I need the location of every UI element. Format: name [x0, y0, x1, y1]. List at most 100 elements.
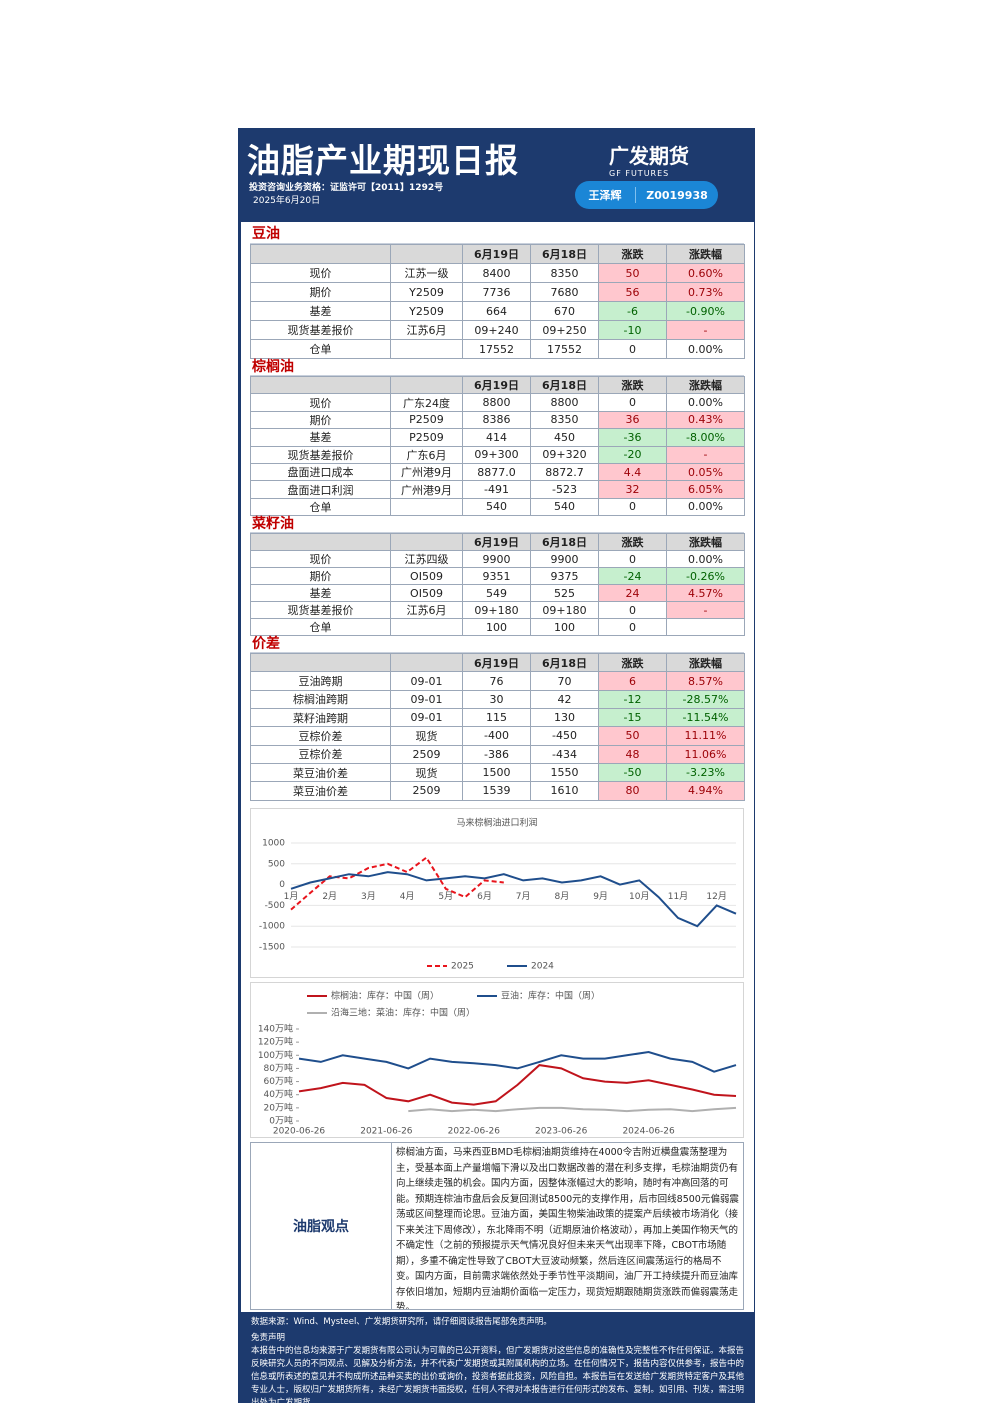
y-tick-label: 60万吨	[264, 1075, 293, 1087]
column-header: 涨跌幅	[666, 375, 745, 395]
chg-cell: -20	[598, 445, 667, 464]
section-title: 豆油	[250, 224, 744, 244]
contract-cell: 现货	[390, 726, 463, 746]
contract-cell: 江苏6月	[390, 601, 463, 620]
table-row: 现价 江苏一级 8400 8350 50 0.60%	[250, 263, 745, 283]
chg-cell: -15	[598, 708, 667, 728]
section-title: 菜籽油	[250, 516, 744, 534]
chg-cell: 56	[598, 282, 667, 302]
table-row: 盘面进口成本 广州港9月 8877.0 8872.7 4.4 0.05%	[250, 462, 745, 482]
d2-cell: 7680	[530, 282, 599, 302]
contract-cell	[390, 339, 463, 359]
disclaimer-title: 免责声明	[251, 1333, 286, 1343]
d1-cell: -386	[462, 744, 531, 764]
pct-cell: -	[666, 320, 745, 340]
pct-cell: -28.57%	[666, 689, 745, 710]
section-title: 棕榈油	[250, 359, 744, 376]
blank-cell	[390, 533, 463, 552]
x-tick-label: 5月	[438, 891, 453, 902]
item-cell: 现价	[250, 393, 391, 412]
item-cell: 仓单	[250, 339, 391, 359]
chg-cell: 36	[598, 410, 667, 430]
d2-cell: 540	[530, 497, 599, 517]
d2-cell: 130	[530, 708, 599, 728]
item-cell: 期价	[250, 282, 391, 302]
table-row: 仓单 17552 17552 0 0.00%	[250, 339, 745, 359]
chg-cell: 4.4	[598, 462, 667, 482]
contract-cell: 江苏四级	[390, 550, 463, 569]
d1-cell: 1500	[462, 762, 531, 783]
table-row: 基差 P2509 414 450 -36 -8.00%	[250, 428, 745, 447]
y-tick-label: 1000	[262, 839, 285, 849]
chg-cell: 32	[598, 480, 667, 499]
chg-cell: 0	[598, 550, 667, 569]
y-tick-label: 20万吨	[264, 1101, 293, 1113]
table-row: 现货基差报价 广东6月 09+300 09+320 -20-	[250, 445, 745, 464]
logo-en: GF FUTURES	[609, 169, 670, 178]
chg-cell: 0	[598, 339, 667, 359]
item-cell: 盘面进口成本	[250, 462, 391, 482]
x-tick-label: 1月	[284, 891, 299, 902]
d1-cell: 115	[462, 708, 531, 728]
data-table: 6月19日 6月18日 涨跌 涨跌幅 豆油跨期 09-01 76 70 6 8.57% 棕榈油跨期 0…	[250, 653, 745, 801]
item-cell: 菜豆油价差	[250, 781, 391, 801]
d1-cell: 414	[462, 428, 531, 447]
x-tick-label: 9月	[593, 891, 608, 902]
column-header: 6月19日	[462, 533, 531, 552]
contract-cell: P2509	[390, 410, 463, 430]
pct-cell: 6.05%	[666, 480, 745, 499]
pct-cell: 0.00%	[666, 393, 745, 412]
analyst: 王泽辉 Z0019938	[575, 181, 718, 209]
d2-cell: 8800	[530, 393, 599, 412]
x-tick-label: 2021-06-26	[360, 1127, 413, 1137]
item-cell: 豆棕价差	[250, 726, 391, 746]
d1-cell: 540	[462, 497, 531, 517]
item-cell: 仓单	[250, 618, 391, 637]
d1-cell: 17552	[462, 339, 531, 359]
views: 油脂观点 棕榈油方面，马来西亚BMD毛棕榈油期货维持在4000令吉附近横盘震荡整…	[250, 1142, 744, 1310]
date: 2025年6月20日	[253, 196, 321, 206]
pct-cell: -	[666, 601, 745, 620]
legend-label: 豆油：库存：中国（周）	[501, 990, 600, 1002]
table-row: 菜豆油价差 2509 1539 1610 80 4.94%	[250, 781, 745, 801]
contract-cell: P2509	[390, 428, 463, 447]
pct-cell: 0.73%	[666, 282, 745, 302]
d1-cell: 8800	[462, 393, 531, 412]
tables: 豆油 6月19日 6月18日 涨跌 涨跌幅 现价 江苏一级 8400 8350 50 0.60% 期价…	[250, 224, 745, 801]
d1-cell: 8400	[462, 263, 531, 283]
d1-cell: 30	[462, 689, 531, 710]
d2-cell: 09+320	[530, 445, 599, 464]
item-cell: 期价	[250, 567, 391, 586]
series-line	[298, 1064, 737, 1106]
table-row: 菜籽油跨期 09-01 115 130 -15 -11.54%	[250, 708, 745, 728]
contract-cell: 江苏一级	[390, 263, 463, 283]
contract-cell: 广州港9月	[390, 480, 463, 499]
pct-cell: 0.00%	[666, 339, 745, 359]
d2-cell: 9375	[530, 567, 599, 586]
d2-cell: 9900	[530, 550, 599, 569]
chart-title: 马来棕榈油进口利润	[456, 817, 537, 829]
column-header: 6月18日	[530, 533, 599, 552]
column-header: 6月18日	[530, 653, 599, 673]
pct-cell: 0.05%	[666, 462, 745, 482]
chg-cell: 80	[598, 781, 667, 801]
chg-cell: -12	[598, 689, 667, 710]
item-cell: 现货基差报价	[250, 601, 391, 620]
d2-cell: 09+250	[530, 320, 599, 340]
d1-cell: 100	[462, 618, 531, 637]
chg-cell: -50	[598, 762, 667, 783]
item-cell: 现价	[250, 550, 391, 569]
pct-cell: -8.00%	[666, 428, 745, 447]
item-cell: 基差	[250, 428, 391, 447]
legend-label: 2025	[451, 962, 474, 972]
chg-cell: -10	[598, 320, 667, 340]
x-tick-label: 4月	[400, 891, 415, 902]
x-tick-label: 2023-06-26	[535, 1127, 588, 1137]
chg-cell: -24	[598, 567, 667, 586]
table-row: 现货基差报价 江苏6月 09+240 09+250 -10-	[250, 320, 745, 340]
contract-cell: OI509	[390, 567, 463, 586]
contract-cell: 09-01	[390, 708, 463, 728]
x-tick-label: 2020-06-26	[273, 1127, 326, 1137]
pct-cell: -0.90%	[666, 301, 745, 321]
